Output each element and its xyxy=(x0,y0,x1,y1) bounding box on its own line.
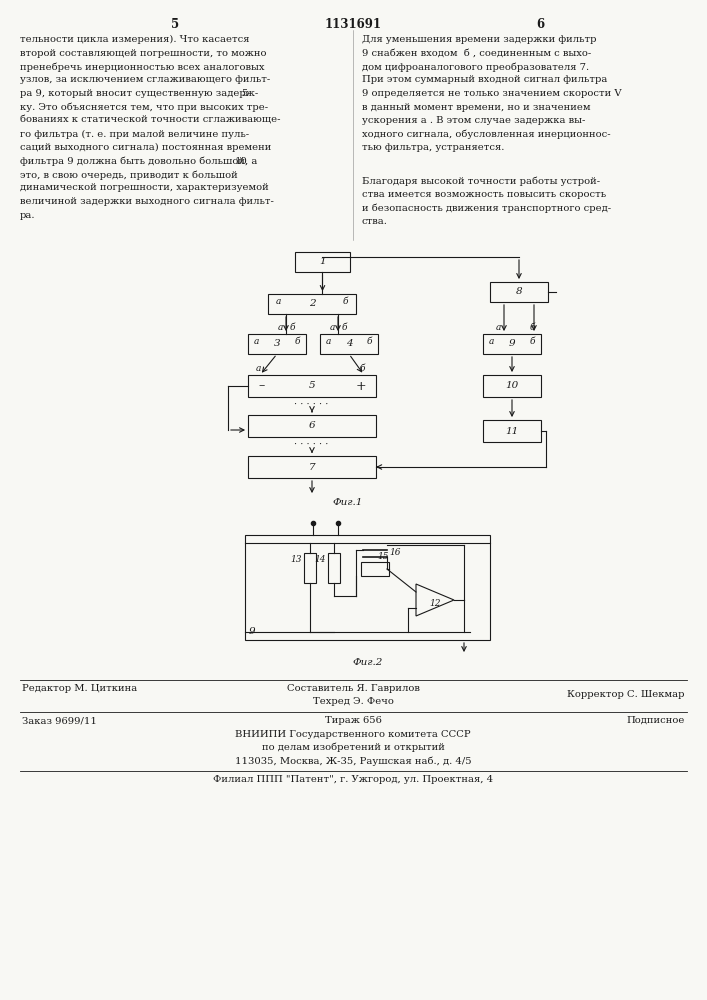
Text: Подписное: Подписное xyxy=(626,716,685,725)
Text: Филиал ППП "Патент", г. Ужгород, ул. Проектная, 4: Филиал ППП "Патент", г. Ужгород, ул. Про… xyxy=(213,775,493,784)
Text: а: а xyxy=(496,323,501,332)
Text: 11: 11 xyxy=(506,426,519,436)
Text: 113035, Москва, Ж-35, Раушская наб., д. 4/5: 113035, Москва, Ж-35, Раушская наб., д. … xyxy=(235,756,472,766)
Text: б: б xyxy=(290,323,296,332)
Text: Редактор М. Циткина: Редактор М. Циткина xyxy=(22,684,137,693)
Text: 7: 7 xyxy=(309,462,315,472)
Text: и безопасность движения транспортного сред-: и безопасность движения транспортного ср… xyxy=(362,204,611,213)
Text: 10: 10 xyxy=(506,381,519,390)
Text: 4: 4 xyxy=(346,340,352,349)
Text: ходного сигнала, обусловленная инерционнос-: ходного сигнала, обусловленная инерционн… xyxy=(362,129,611,139)
Bar xyxy=(483,375,541,397)
Text: 9: 9 xyxy=(249,627,256,636)
Bar xyxy=(483,420,541,442)
Text: б: б xyxy=(360,364,366,373)
Text: Корректор С. Шекмар: Корректор С. Шекмар xyxy=(568,690,685,699)
Text: 9 снабжен входом  б , соединенным с выхо-: 9 снабжен входом б , соединенным с выхо- xyxy=(362,48,591,57)
Text: пренебречь инерционностью всех аналоговых: пренебречь инерционностью всех аналоговы… xyxy=(20,62,264,72)
Text: а: а xyxy=(326,337,332,346)
Text: тельности цикла измерения). Что касается: тельности цикла измерения). Что касается xyxy=(20,35,250,44)
Bar xyxy=(248,456,376,478)
Text: 6: 6 xyxy=(536,18,544,31)
Text: ра 9, который вносит существенную задерж-: ра 9, который вносит существенную задерж… xyxy=(20,89,258,98)
Text: динамической погрешности, характеризуемой: динамической погрешности, характеризуемо… xyxy=(20,184,269,192)
Text: б: б xyxy=(530,323,535,332)
Text: а: а xyxy=(256,364,262,373)
Text: ства.: ства. xyxy=(362,217,388,226)
Text: а: а xyxy=(489,337,494,346)
Text: по делам изобретений и открытий: по делам изобретений и открытий xyxy=(262,743,445,752)
Text: а: а xyxy=(278,323,284,332)
Text: 15: 15 xyxy=(377,552,389,561)
Text: ВНИИПИ Государственного комитета СССР: ВНИИПИ Государственного комитета СССР xyxy=(235,730,471,739)
Text: узлов, за исключением сглаживающего фильт-: узлов, за исключением сглаживающего филь… xyxy=(20,76,270,85)
Text: б: б xyxy=(366,337,372,346)
Text: 10: 10 xyxy=(235,156,248,165)
Text: –: – xyxy=(258,379,264,392)
Bar xyxy=(248,375,376,397)
Bar xyxy=(320,334,378,354)
Text: Фиг.1: Фиг.1 xyxy=(332,498,363,507)
Bar xyxy=(268,294,356,314)
Text: 1: 1 xyxy=(319,257,326,266)
Text: ку. Это объясняется тем, что при высоких тре-: ку. Это объясняется тем, что при высоких… xyxy=(20,103,268,112)
Text: Тираж 656: Тираж 656 xyxy=(325,716,382,725)
Text: а: а xyxy=(254,337,259,346)
Text: го фильтра (т. е. при малой величине пуль-: го фильтра (т. е. при малой величине пул… xyxy=(20,129,249,139)
Text: 6: 6 xyxy=(309,422,315,430)
Text: 12: 12 xyxy=(429,598,440,607)
Text: б: б xyxy=(530,337,535,346)
Text: это, в свою очередь, приводит к большой: это, в свою очередь, приводит к большой xyxy=(20,170,238,180)
Text: 2: 2 xyxy=(309,300,315,308)
Text: 14: 14 xyxy=(315,555,326,564)
Text: Фиг.2: Фиг.2 xyxy=(352,658,382,667)
Text: 8: 8 xyxy=(515,288,522,296)
Bar xyxy=(361,562,389,576)
Text: а: а xyxy=(330,323,335,332)
Text: б: б xyxy=(342,323,348,332)
Bar xyxy=(248,415,376,437)
Text: а: а xyxy=(276,297,281,306)
Bar xyxy=(483,334,541,354)
Text: второй составляющей погрешности, то можно: второй составляющей погрешности, то можн… xyxy=(20,48,267,57)
Text: ства имеется возможность повысить скорость: ства имеется возможность повысить скорос… xyxy=(362,190,606,199)
Bar xyxy=(304,553,316,583)
Bar xyxy=(328,553,340,583)
Text: Составитель Я. Гаврилов: Составитель Я. Гаврилов xyxy=(286,684,419,693)
Text: ускорения а . В этом случае задержка вы-: ускорения а . В этом случае задержка вы- xyxy=(362,116,585,125)
Text: При этом суммарный входной сигнал фильтра: При этом суммарный входной сигнал фильтр… xyxy=(362,76,607,85)
Text: б: б xyxy=(295,337,300,346)
Text: · · · · · ·: · · · · · · xyxy=(294,440,328,449)
Text: 1131691: 1131691 xyxy=(325,18,382,31)
Text: Для уменьшения времени задержки фильтр: Для уменьшения времени задержки фильтр xyxy=(362,35,597,44)
Text: Заказ 9699/11: Заказ 9699/11 xyxy=(22,716,97,725)
Text: 5: 5 xyxy=(242,89,248,98)
Bar xyxy=(295,252,350,272)
Text: 16: 16 xyxy=(389,548,400,557)
Bar xyxy=(245,535,490,640)
Text: дом цифроаналогового преобразователя 7.: дом цифроаналогового преобразователя 7. xyxy=(362,62,589,72)
Text: фильтра 9 должна быть довольно большой, а: фильтра 9 должна быть довольно большой, … xyxy=(20,156,257,166)
Text: 13: 13 xyxy=(291,555,302,564)
Text: б: б xyxy=(342,297,348,306)
Text: саций выходного сигнала) постоянная времени: саций выходного сигнала) постоянная врем… xyxy=(20,143,271,152)
Text: ра.: ра. xyxy=(20,211,35,220)
Text: 9: 9 xyxy=(509,340,515,349)
Text: · · · · · ·: · · · · · · xyxy=(294,400,328,409)
Text: в данный момент времени, но и значением: в данный момент времени, но и значением xyxy=(362,103,590,111)
Text: Благодаря высокой точности работы устрой-: Благодаря высокой точности работы устрой… xyxy=(362,177,600,186)
Bar xyxy=(248,334,306,354)
Text: 5: 5 xyxy=(171,18,179,31)
Text: 5: 5 xyxy=(309,381,315,390)
Text: Техред Э. Фечо: Техред Э. Фечо xyxy=(312,697,393,706)
Text: величиной задержки выходного сигнала фильт-: величиной задержки выходного сигнала фил… xyxy=(20,197,274,206)
Text: 3: 3 xyxy=(274,340,280,349)
Text: тью фильтра, устраняется.: тью фильтра, устраняется. xyxy=(362,143,504,152)
Text: +: + xyxy=(356,379,366,392)
Bar xyxy=(490,282,548,302)
Text: бованиях к статической точности сглаживающе-: бованиях к статической точности сглажива… xyxy=(20,116,281,125)
Text: 9 определяется не только значением скорости V: 9 определяется не только значением скоро… xyxy=(362,89,621,98)
